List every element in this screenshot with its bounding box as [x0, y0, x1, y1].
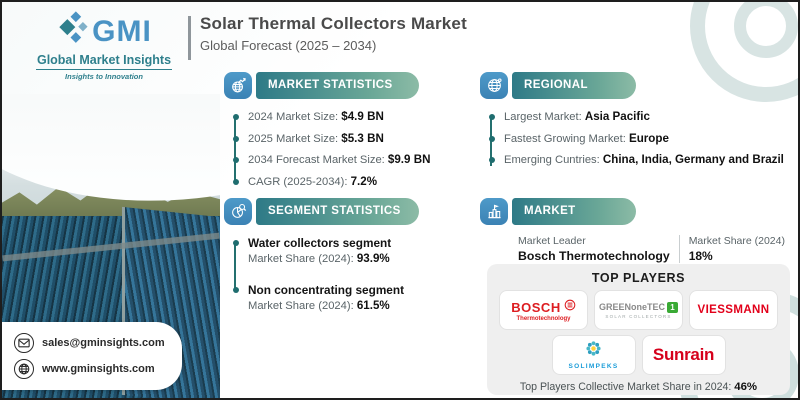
- logo-card-bosch: BOSCH Thermotechnology: [499, 290, 588, 330]
- section-title: MARKET STATISTICS: [256, 72, 419, 99]
- logo-acronym: GMI: [92, 14, 152, 48]
- section-regional-insights: REGIONAL INSIGHTS Largest Market: Asia P…: [480, 72, 794, 175]
- section-market-leader: MARKET LEADER Market Leader Bosch Thermo…: [480, 198, 794, 263]
- list-item: Fastest Growing Market: Europe: [488, 132, 794, 146]
- top-players-box: TOP PLAYERS BOSCH Thermotechnology GREEN…: [487, 264, 790, 395]
- contact-card: sales@gminsights.com www.gminsights.com: [2, 322, 182, 390]
- greenonetec-logo-sub: SOLAR COLLECTORS: [605, 313, 672, 319]
- leader-label: Market Leader: [518, 235, 586, 247]
- list-item: 2034 Forecast Market Size: $9.9 BN: [232, 153, 469, 167]
- leader-share-value: 18%: [688, 249, 713, 263]
- section-market-statistics: MARKET STATISTICS 2024 Market Size: $4.9…: [224, 72, 469, 196]
- solimpeks-logo-text: SOLIMPEKS: [568, 363, 619, 370]
- leader-share-label: Market Share (2024): [688, 235, 785, 247]
- logo-card-viessmann: VIESSMANN: [689, 290, 778, 330]
- list-item: 2024 Market Size: $4.9 BN: [232, 110, 469, 124]
- pie-magnifier-icon: [224, 198, 252, 225]
- globe-chart-icon: [224, 72, 252, 99]
- leader-name: Bosch Thermotechnology: [518, 249, 670, 263]
- top-players-title: TOP PLAYERS: [591, 271, 686, 285]
- contact-email[interactable]: sales@gminsights.com: [14, 330, 170, 356]
- bosch-armature-icon: [564, 298, 576, 316]
- section-segment-statistics: SEGMENT STATISTICS Water collectors segm…: [224, 198, 469, 330]
- contact-email-text: sales@gminsights.com: [42, 337, 165, 349]
- title-block: Solar Thermal Collectors Market Global F…: [200, 14, 467, 53]
- players-caption: Top Players Collective Market Share in 2…: [519, 381, 758, 393]
- market-leader-detail: Market Leader Bosch Thermotechnology Mar…: [518, 235, 794, 263]
- segment-statistics-list: Water collectors segment Market Share (2…: [232, 236, 469, 313]
- logo-tagline: Insights to Innovation: [36, 69, 172, 81]
- regional-insights-list: Largest Market: Asia Pacific Fastest Gro…: [488, 110, 794, 167]
- sunrain-logo-text: Sunrain: [652, 345, 715, 364]
- list-item: Water collectors segment Market Share (2…: [232, 236, 469, 266]
- section-title: SEGMENT STATISTICS: [256, 198, 419, 225]
- solimpeks-flower-icon: [585, 340, 602, 362]
- gmi-logo: GMI Global Market Insights Insights to I…: [18, 8, 190, 81]
- list-item: Largest Market: Asia Pacific: [488, 110, 794, 124]
- section-title: MARKET LEADER: [512, 198, 636, 244]
- list-item: Non concentrating segment Market Share (…: [232, 283, 469, 313]
- logo-card-solimpeks: SOLIMPEKS: [551, 335, 636, 375]
- leader-chart-icon: [480, 198, 508, 225]
- logo-card-sunrain: Sunrain: [641, 335, 726, 375]
- contact-website-text: www.gminsights.com: [42, 363, 155, 375]
- globe-icon: [480, 72, 508, 99]
- title-divider: [188, 16, 191, 60]
- greenonetec-badge: 1: [667, 301, 678, 313]
- list-item: 2025 Market Size: $5.3 BN: [232, 132, 469, 146]
- contact-website[interactable]: www.gminsights.com: [14, 356, 170, 382]
- bosch-logo-text: BOSCH: [511, 299, 561, 315]
- list-item: CAGR (2025-2034): 7.2%: [232, 175, 469, 189]
- leader-divider: [678, 235, 680, 263]
- page-title: Solar Thermal Collectors Market: [200, 14, 467, 33]
- gmi-diamonds-icon: [56, 8, 90, 55]
- market-statistics-list: 2024 Market Size: $4.9 BN 2025 Market Si…: [232, 110, 469, 189]
- email-icon: [14, 333, 34, 353]
- section-title: REGIONAL INSIGHTS: [512, 72, 636, 118]
- globe-icon: [14, 359, 34, 379]
- greenonetec-logo-text: GREENoneTEC: [598, 302, 665, 312]
- page-subtitle: Global Forecast (2025 – 2034): [200, 38, 377, 53]
- bosch-logo-sub: Thermotechnology: [516, 316, 571, 322]
- list-item: Emerging Cuntries: China, India, Germany…: [488, 153, 794, 167]
- logo-company-name: Global Market Insights: [36, 53, 172, 67]
- viessmann-logo-text: VIESSMANN: [697, 304, 770, 316]
- logo-card-greenonetec: GREENoneTEC 1 SOLAR COLLECTORS: [594, 290, 683, 330]
